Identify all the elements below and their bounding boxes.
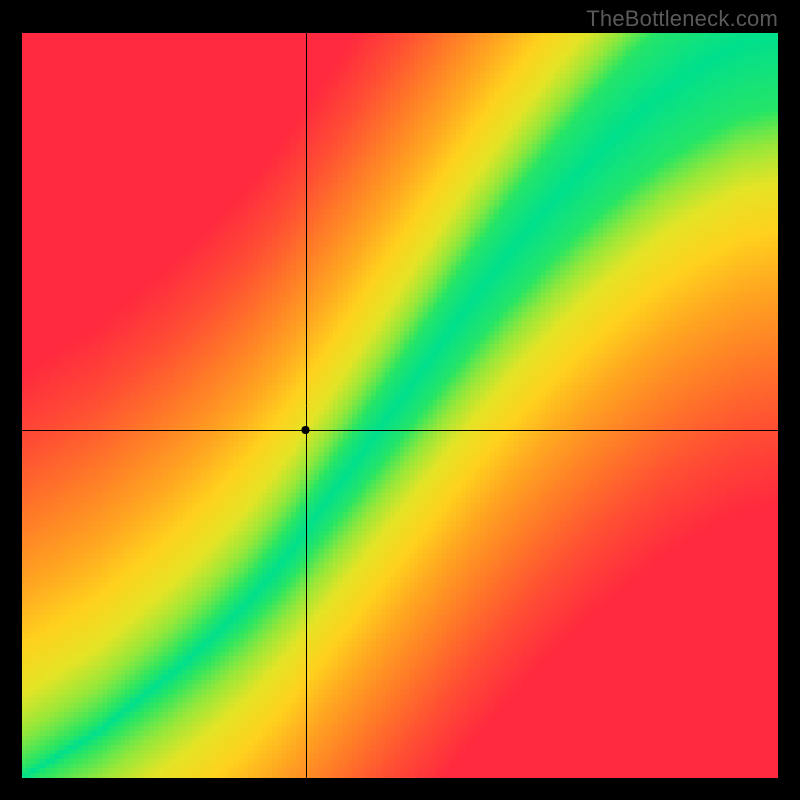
heatmap-canvas — [22, 33, 778, 778]
watermark-text: TheBottleneck.com — [586, 6, 778, 32]
heatmap-plot — [22, 33, 778, 778]
chart-container: TheBottleneck.com — [0, 0, 800, 800]
